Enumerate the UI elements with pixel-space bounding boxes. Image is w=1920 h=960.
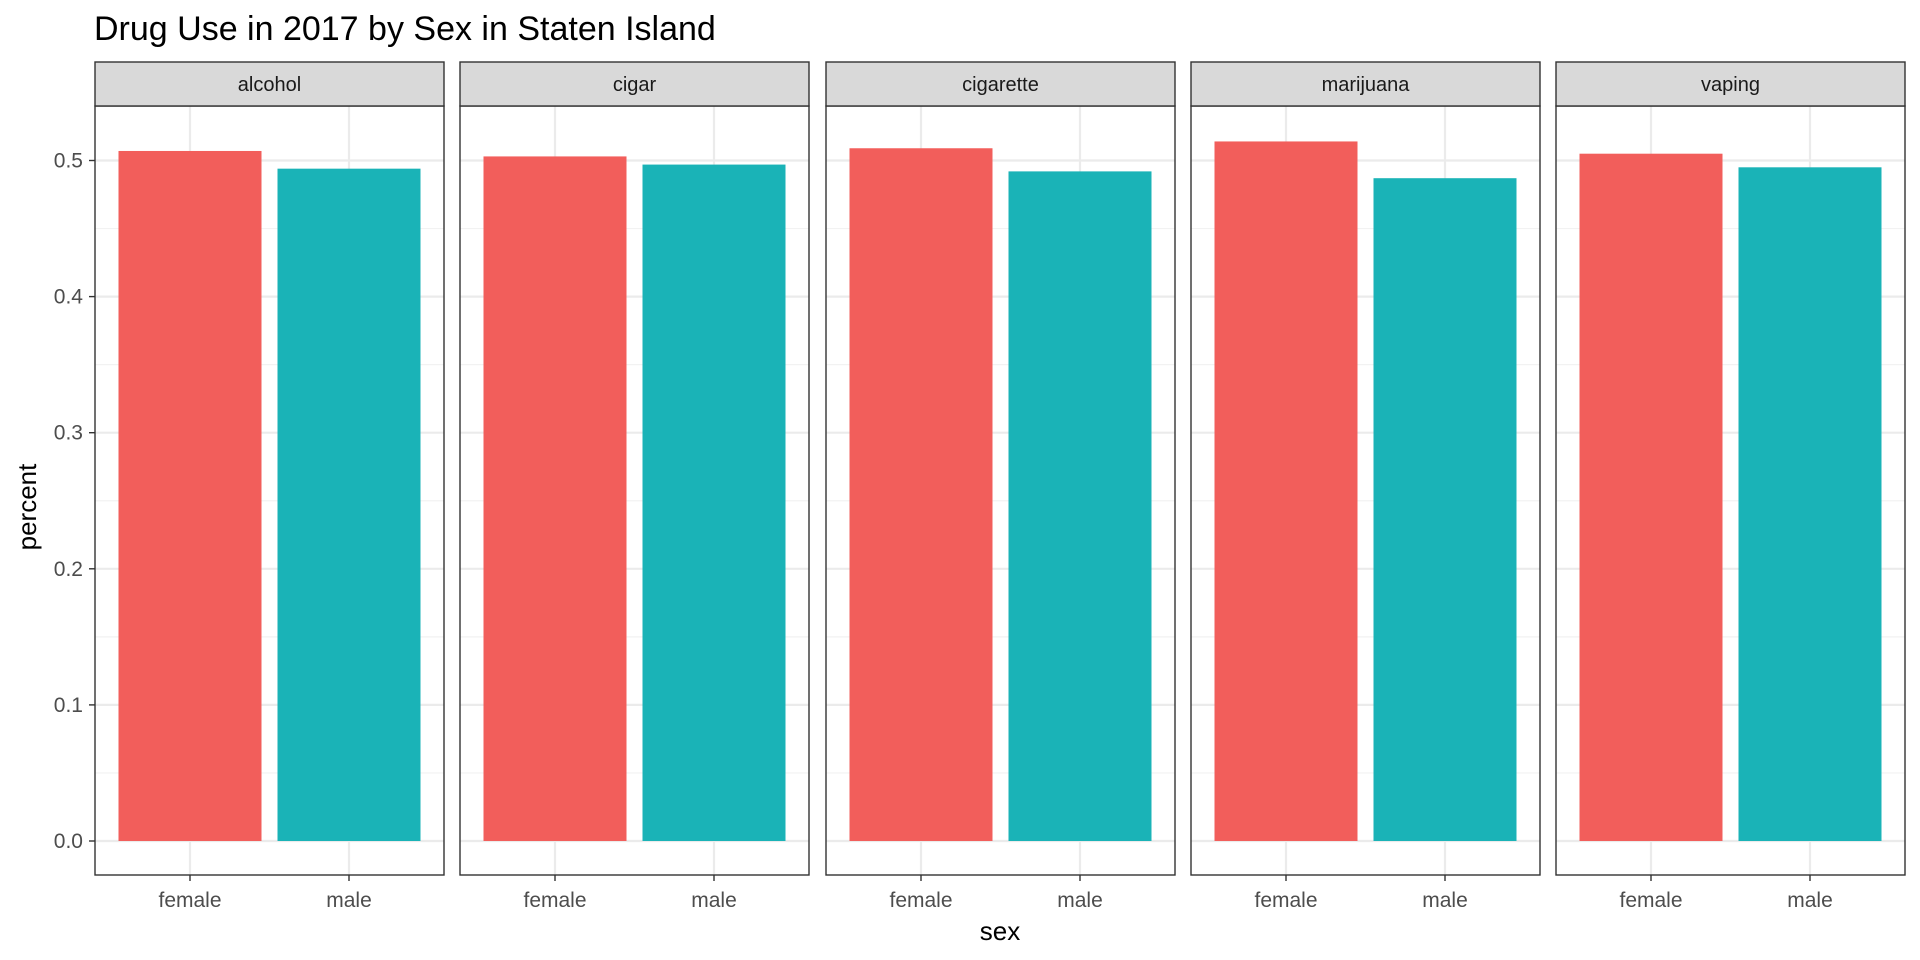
facet-panel-alcohol: alcohol female male: [94, 61, 445, 912]
chart-title: Drug Use in 2017 by Sex in Staten Island: [94, 10, 716, 48]
bar-vaping-female: [1579, 153, 1723, 841]
y-tick-label: 0.1: [54, 694, 83, 717]
x-tick-label: female: [1254, 889, 1317, 912]
bar-cigar-female: [483, 156, 627, 842]
x-tick-label: female: [889, 889, 952, 912]
facet-strip-label: cigar: [613, 74, 657, 96]
x-tick-label: female: [523, 889, 586, 912]
y-tick-label: 0.2: [54, 558, 83, 581]
y-tick-label: 0.4: [54, 286, 84, 309]
facet-panel-marijuana: marijuana female male: [1190, 61, 1541, 912]
y-axis: 0.0 0.1 0.2 0.3 0.4 0.5: [54, 150, 95, 853]
x-tick-label: male: [1787, 889, 1833, 912]
facet-strip-label: marijuana: [1322, 74, 1411, 96]
facet-panel-cigarette: cigarette female male: [825, 61, 1176, 912]
facet-strip: [825, 61, 1176, 107]
bar-marijuana-female: [1214, 141, 1358, 842]
bar-alcohol-male: [277, 168, 421, 841]
bar-cigarette-male: [1008, 171, 1152, 841]
facet-strip-label: vaping: [1701, 74, 1760, 96]
facet-strip: [94, 61, 445, 107]
x-tick-label: male: [1057, 889, 1103, 912]
y-tick-label: 0.5: [54, 150, 83, 173]
facet-strip: [1555, 61, 1906, 107]
bar-cigarette-female: [849, 148, 993, 842]
y-tick-label: 0.0: [54, 830, 83, 853]
facet-panel-cigar: cigar female male: [459, 61, 810, 912]
facet-strip: [1190, 61, 1541, 107]
x-tick-label: male: [691, 889, 737, 912]
facet-strip-label: cigarette: [962, 74, 1039, 96]
bar-vaping-male: [1738, 167, 1882, 841]
facet-strip: [459, 61, 810, 107]
bar-alcohol-female: [118, 150, 262, 841]
x-tick-label: female: [1619, 889, 1682, 912]
bar-cigar-male: [642, 164, 786, 841]
y-axis-title: percent: [12, 463, 42, 550]
x-tick-label: female: [158, 889, 221, 912]
x-tick-label: male: [1422, 889, 1468, 912]
y-tick-label: 0.3: [54, 422, 83, 445]
bar-marijuana-male: [1373, 178, 1517, 841]
x-axis-title: sex: [980, 916, 1020, 946]
facet-panel-vaping: vaping female male: [1555, 61, 1906, 912]
facet-strip-label: alcohol: [238, 74, 301, 96]
x-tick-label: male: [326, 889, 372, 912]
